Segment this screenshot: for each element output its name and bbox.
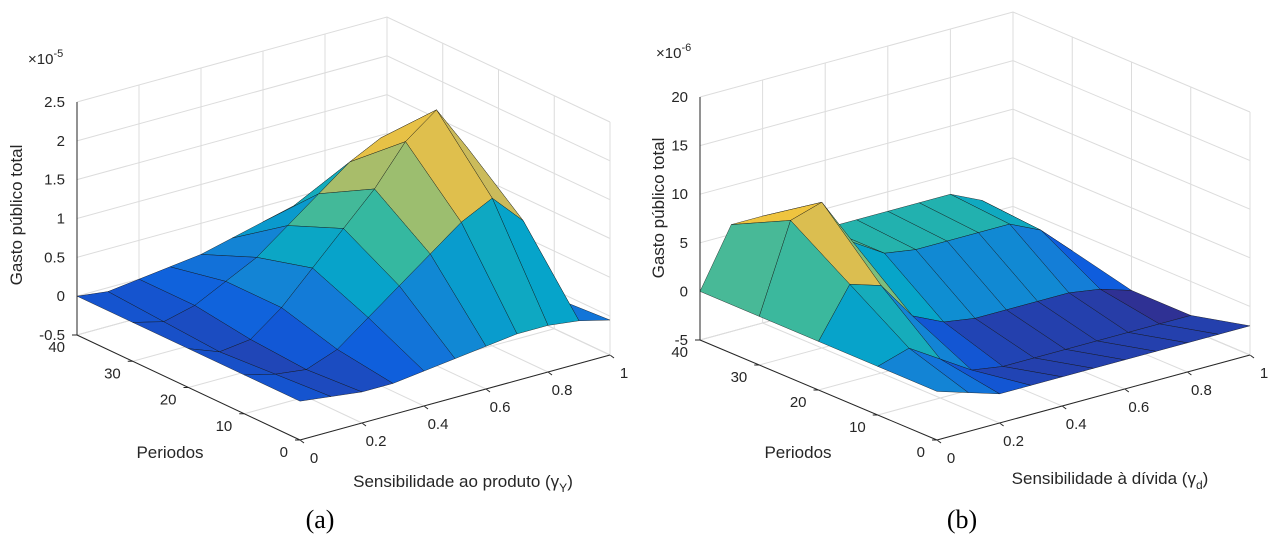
x-tick [1187, 371, 1192, 376]
z-tick-label: 1.5 [44, 172, 65, 189]
y-tick-label: 20 [160, 392, 177, 409]
y-tick-label: 0 [917, 444, 925, 461]
z-tick-label: 2 [57, 133, 65, 150]
multiplier-exponent: -6 [681, 42, 691, 54]
x-tick [1249, 354, 1255, 359]
axis-multiplier: ×10-5 [28, 48, 63, 68]
y-tick-label: 30 [104, 365, 121, 382]
x-tick [299, 439, 305, 444]
z-tick-label: -5 [675, 332, 688, 349]
x-tick-label: 0 [947, 450, 955, 467]
x-axis-label: Sensibilidade à dívida (γd) [1012, 469, 1209, 492]
x-axis-label: Sensibilidade ao produto (γY) [353, 472, 573, 495]
y-axis [76, 334, 301, 441]
y-tick-label: 40 [48, 339, 65, 356]
x-tick [423, 405, 429, 410]
x-tick-label: 1 [620, 365, 628, 382]
z-tick-label: 5 [680, 235, 688, 252]
z-tick-label: 10 [671, 186, 688, 203]
y-tick-label: 10 [216, 418, 233, 435]
z-tick-label: 0 [680, 283, 688, 300]
x-tick-label: 0.4 [428, 416, 449, 433]
x-tick [999, 422, 1004, 427]
x-tick [361, 422, 367, 427]
x-tick-label: 0.2 [1003, 433, 1024, 450]
z-tick-label: 0.5 [44, 249, 65, 266]
z-axis-label: Gasto público total [649, 138, 668, 279]
panel-caption: (a) [306, 505, 335, 534]
z-tick-label: -0.5 [39, 327, 65, 344]
x-tick-label: 0.4 [1066, 416, 1087, 433]
x-tick [547, 371, 553, 376]
x-tick-label: 1 [1260, 365, 1268, 382]
panel-caption: (b) [947, 505, 977, 534]
z-tick-label: 1 [57, 211, 65, 228]
x-axis-label-part: Sensibilidade à dívida (γ [1012, 469, 1197, 488]
axis-multiplier: ×10-6 [656, 42, 691, 62]
y-tick-label: 30 [731, 369, 748, 386]
y-tick-label: 10 [849, 419, 866, 436]
grid-line [699, 60, 1251, 162]
x-tick-label: 0.6 [1128, 399, 1149, 416]
y-tick-label: 20 [790, 394, 807, 411]
x-tick-label: 0 [310, 450, 318, 467]
x-axis-label-part: ) [1203, 469, 1209, 488]
z-tick-label: 0 [57, 288, 65, 305]
z-axis-label: Gasto público total [7, 145, 26, 286]
z-tick-label: 15 [671, 138, 688, 155]
surface-patch [244, 373, 332, 402]
x-tick [1124, 388, 1130, 393]
x-tick [609, 354, 615, 359]
x-axis-label-part: Sensibilidade ao produto (γ [353, 472, 560, 491]
x-axis-label-part: Y [559, 481, 567, 495]
x-axis [936, 354, 1251, 441]
multiplier-base: ×10 [656, 45, 681, 62]
y-axis [699, 339, 938, 441]
surface-patch [877, 347, 970, 393]
x-tick [1061, 405, 1067, 410]
x-tick-label: 0.8 [552, 382, 573, 399]
x-tick-label: 0.2 [366, 433, 387, 450]
x-tick-label: 0.8 [1191, 382, 1212, 399]
grid-line [699, 108, 1251, 210]
z-tick-label: 20 [671, 89, 688, 106]
grid-line [699, 11, 1251, 113]
x-tick [936, 439, 942, 444]
multiplier-exponent: -5 [53, 48, 63, 60]
x-axis-label-part: d [1196, 478, 1203, 492]
x-tick-label: 0.6 [490, 399, 511, 416]
z-tick-label: 2.5 [44, 94, 65, 111]
y-tick-label: 40 [671, 344, 688, 361]
x-axis [299, 354, 611, 441]
y-axis-label: Periodos [764, 443, 831, 462]
multiplier-base: ×10 [28, 51, 53, 68]
x-axis-label-part: ) [567, 472, 573, 491]
y-axis-label: Periodos [136, 443, 203, 462]
y-tick-label: 0 [280, 444, 288, 461]
x-tick [485, 388, 491, 393]
